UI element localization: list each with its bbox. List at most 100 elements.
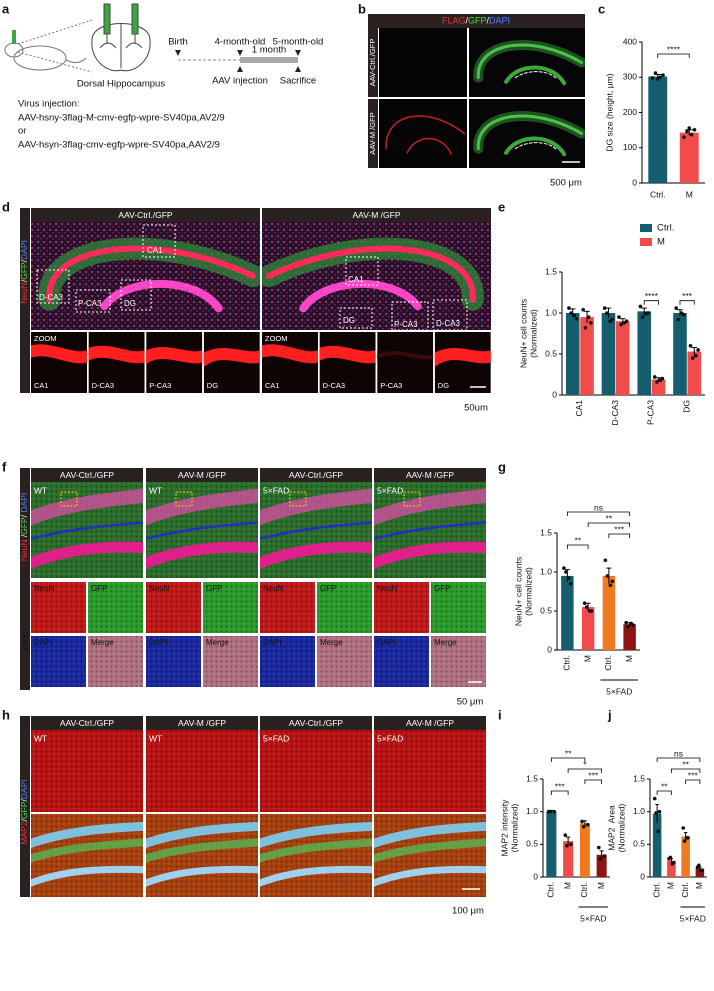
significance-label: **** — [667, 44, 681, 54]
micrograph — [317, 636, 372, 687]
tile-label: Merge — [434, 638, 457, 647]
y-tick-label: 0 — [533, 871, 538, 881]
panel-label: a — [2, 1, 10, 16]
micrograph — [31, 730, 143, 812]
zoom-box — [403, 491, 421, 507]
y-tick-label: 0.5 — [545, 348, 557, 358]
zoom-label: P-CA3 — [380, 381, 402, 390]
data-point — [598, 856, 603, 861]
legend-swatch — [640, 238, 652, 246]
tissue-layer — [434, 347, 491, 367]
zoom-label: D-CA3 — [323, 381, 346, 390]
scale-label: 100 μm — [452, 906, 484, 917]
brain-outline — [91, 23, 151, 72]
significance-bracket — [567, 768, 603, 773]
y-tick-label: 0.5 — [526, 839, 538, 849]
panel-label: g — [498, 459, 506, 474]
data-point — [610, 579, 615, 584]
legend-label: Ctrl. — [657, 223, 674, 234]
micrograph — [203, 332, 260, 393]
image-background — [377, 332, 434, 393]
y-axis-label: MAP2 intensity — [499, 799, 509, 856]
bar — [681, 836, 690, 877]
significance-bracket — [670, 768, 701, 773]
tile-label: GFP — [91, 584, 107, 593]
channel-name: / — [19, 513, 29, 518]
significance-label: ns — [674, 748, 683, 758]
y-tick-label: 1.0 — [633, 806, 645, 816]
channel-name: / — [19, 279, 29, 282]
x-tick-label: Ctrl. — [579, 882, 589, 898]
image-texture — [31, 730, 143, 812]
x-tick-label: DG — [681, 400, 691, 413]
row-label: AAV-Ctrl./GFP — [368, 39, 377, 87]
bar — [596, 854, 607, 877]
side-label-bar — [20, 716, 30, 897]
significance-label: *** — [614, 524, 625, 534]
significance-label: ** — [661, 781, 668, 791]
bar — [651, 379, 666, 395]
region-label: Dorsal Hippocampus — [77, 79, 165, 90]
mouse-tail — [65, 57, 87, 64]
channel-label: MAP2/GFP/DAPI — [19, 779, 29, 844]
data-point — [583, 325, 588, 330]
header-bar — [146, 716, 258, 730]
zoom-label: P-CA3 — [149, 381, 171, 390]
channel-label: NeuN/GFP/DAPI — [19, 240, 29, 304]
zoom-box — [60, 491, 78, 507]
tissue-layer — [31, 541, 143, 569]
data-point — [652, 375, 657, 379]
timeline-label: AAV injection — [212, 76, 268, 87]
tile-label: DAPI — [377, 638, 396, 647]
header-bar — [368, 14, 585, 28]
micrograph — [319, 332, 376, 393]
tissue-layer — [31, 344, 87, 364]
image-texture — [31, 582, 86, 633]
data-point — [658, 378, 662, 383]
bar — [615, 321, 630, 395]
tissue-layer — [260, 541, 372, 569]
tile-label: NeuN — [263, 584, 284, 593]
x-tick-label: M — [624, 655, 634, 662]
data-point — [605, 574, 610, 578]
tissue-layer — [514, 71, 558, 80]
y-tick-label: 0 — [547, 644, 552, 654]
scale-label: 500 μm — [550, 178, 582, 189]
micrograph — [31, 582, 86, 633]
image-texture — [203, 636, 258, 687]
tile-label: GFP — [206, 584, 222, 593]
significance-bracket — [550, 790, 569, 795]
panel-label: d — [2, 199, 10, 214]
data-point — [597, 845, 601, 850]
bar — [673, 313, 687, 395]
tissue-layer — [260, 821, 372, 849]
x-tick-label: P-CA3 — [646, 400, 656, 425]
image-texture — [374, 582, 429, 633]
data-point — [552, 809, 556, 814]
region-box — [120, 279, 152, 311]
data-point — [652, 796, 657, 801]
tissue-layer — [385, 115, 466, 150]
micrograph — [146, 814, 258, 897]
significance-bracket — [656, 790, 672, 795]
data-point — [580, 819, 584, 824]
group-label: 5×FAD — [606, 686, 632, 696]
data-point — [562, 566, 566, 570]
micrograph — [203, 636, 258, 687]
data-point — [581, 307, 586, 312]
data-point — [617, 315, 621, 319]
syringe — [12, 30, 16, 44]
x-tick-label: Ctrl. — [650, 189, 666, 199]
tissue-layer — [374, 865, 486, 887]
channel-name: / — [19, 818, 29, 821]
region-box — [391, 301, 429, 331]
micrograph — [317, 582, 372, 633]
micrograph — [260, 636, 315, 687]
data-point — [689, 132, 694, 137]
header-bar — [374, 716, 486, 730]
micrograph — [431, 636, 486, 687]
tile-label: NeuN — [149, 584, 170, 593]
header-bar — [31, 716, 143, 730]
image-background — [379, 99, 467, 168]
virus-construct: AAV-hsyn-3flag-cmv-egfp-wpre-SV40pa,AAV2… — [18, 140, 220, 151]
